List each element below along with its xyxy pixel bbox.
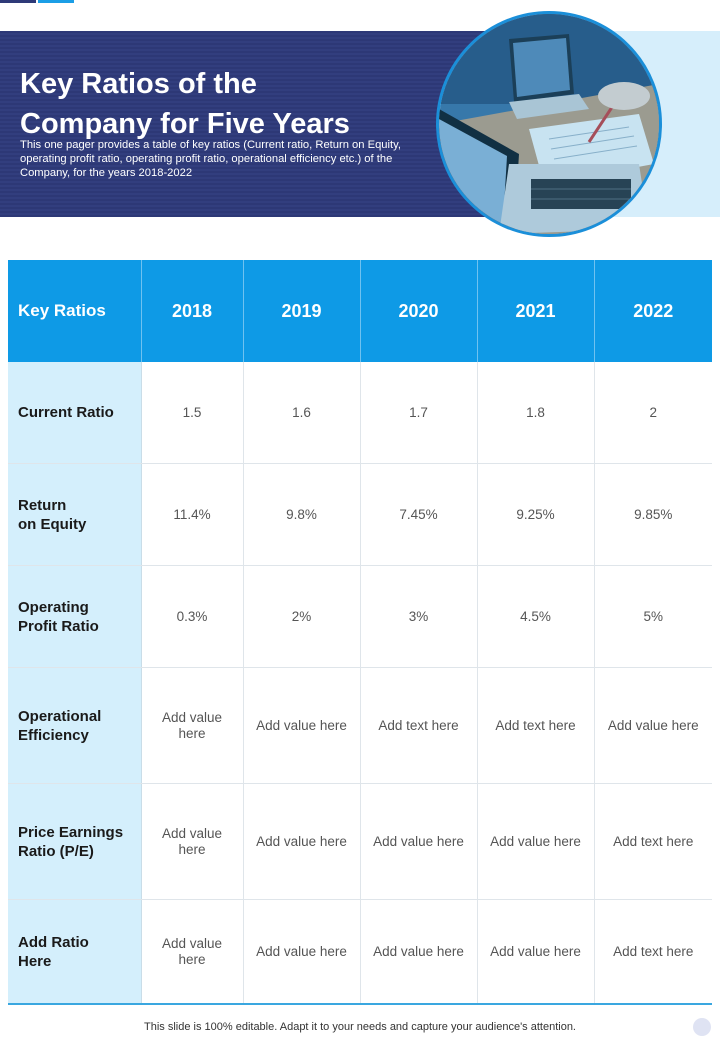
table-cell: Add value here <box>477 899 595 1005</box>
table-cell: Add text here <box>360 667 478 784</box>
table-cell: Add value here <box>594 667 712 784</box>
table-header-row: Key Ratios 2018 2019 2020 2021 2022 <box>8 260 712 362</box>
table-cell: Add value here <box>141 783 244 900</box>
table-cell: 1.5 <box>141 362 244 464</box>
table-cell: 11.4% <box>141 463 244 566</box>
table-cell: 5% <box>594 565 712 668</box>
table-cell: Add text here <box>594 899 712 1005</box>
table-cell: Add value here <box>141 899 244 1005</box>
table-cell: Add value here <box>360 783 478 900</box>
table-cell: 0.3% <box>141 565 244 668</box>
top-tab-blue <box>38 0 74 3</box>
page-indicator-dot <box>693 1018 711 1036</box>
row-label-operating-profit-ratio: Operating Profit Ratio <box>8 565 142 668</box>
table-cell: Add value here <box>141 667 244 784</box>
column-header-2022: 2022 <box>594 260 712 362</box>
table-cell: 4.5% <box>477 565 595 668</box>
table-row: Return on Equity 11.4% 9.8% 7.45% 9.25% 9… <box>8 463 712 566</box>
footer-note: This slide is 100% editable. Adapt it to… <box>144 1021 576 1033</box>
table-cell: 1.7 <box>360 362 478 464</box>
table-cell: 3% <box>360 565 478 668</box>
table-cell: Add value here <box>360 899 478 1005</box>
column-header-2018: 2018 <box>141 260 244 362</box>
table-cell: 2 <box>594 362 712 464</box>
row-label-return-on-equity: Return on Equity <box>8 463 142 566</box>
laptop-photo-illustration <box>439 14 659 234</box>
table-cell: 9.8% <box>243 463 361 566</box>
column-header-key-ratios: Key Ratios <box>8 260 142 362</box>
table-row: Add Ratio Here Add value here Add value h… <box>8 899 712 1005</box>
table-cell: Add value here <box>243 667 361 784</box>
table-cell: 9.25% <box>477 463 595 566</box>
column-header-2020: 2020 <box>360 260 478 362</box>
table-cell: 9.85% <box>594 463 712 566</box>
table-row: Current Ratio 1.5 1.6 1.7 1.8 2 <box>8 362 712 464</box>
table-cell: Add text here <box>594 783 712 900</box>
column-header-2019: 2019 <box>243 260 361 362</box>
table-cell: Add value here <box>243 783 361 900</box>
page-title-line-1: Key Ratios of the <box>20 68 257 100</box>
table-cell: 2% <box>243 565 361 668</box>
table-cell: Add value here <box>477 783 595 900</box>
row-label-current-ratio: Current Ratio <box>8 362 142 464</box>
page-title: Key Ratios of the Company for Five Years <box>20 64 440 144</box>
page-title-line-2: Company for Five Years <box>20 108 350 140</box>
table-cell: 1.6 <box>243 362 361 464</box>
table-cell: Add text here <box>477 667 595 784</box>
table-cell: 7.45% <box>360 463 478 566</box>
row-label-price-earnings-ratio: Price Earnings Ratio (P/E) <box>8 783 142 900</box>
table-row: Operating Profit Ratio 0.3% 2% 3% 4.5% 5% <box>8 565 712 668</box>
table-cell: Add value here <box>243 899 361 1005</box>
row-label-operational-efficiency: Operational Efficiency <box>8 667 142 784</box>
key-ratios-table: Key Ratios 2018 2019 2020 2021 2022 Curr… <box>8 260 712 1005</box>
table-cell: 1.8 <box>477 362 595 464</box>
table-row: Operational Efficiency Add value here Add… <box>8 667 712 784</box>
title-banner <box>0 31 520 217</box>
table-row: Price Earnings Ratio (P/E) Add value here… <box>8 783 712 900</box>
laptop-photo <box>436 11 662 237</box>
column-header-2021: 2021 <box>477 260 595 362</box>
top-tab-dark <box>0 0 36 3</box>
row-label-add-ratio-here: Add Ratio Here <box>8 899 142 1005</box>
page-description: This one pager provides a table of key r… <box>20 139 401 179</box>
